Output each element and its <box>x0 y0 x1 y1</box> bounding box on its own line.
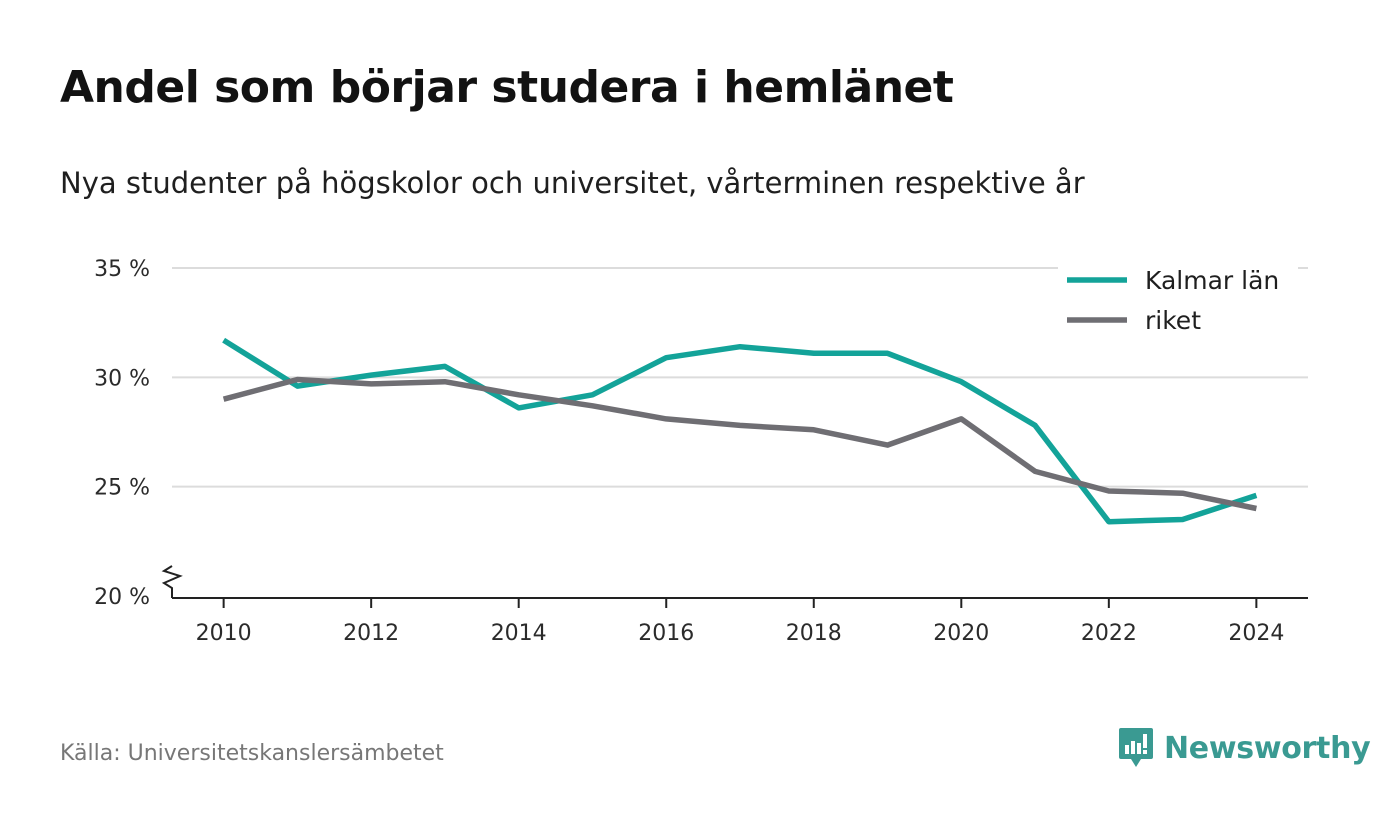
x-tick-label: 2010 <box>196 621 252 646</box>
y-tick-label: 30 % <box>94 366 150 391</box>
brand-name: Newsworthy <box>1164 730 1371 766</box>
x-tick-label: 2016 <box>638 621 694 646</box>
series-line-1 <box>222 376 1257 512</box>
x-tick-label: 2024 <box>1228 621 1284 646</box>
brand-logo[interactable]: Newsworthy <box>1118 726 1371 770</box>
chart-title: Andel som börjar studera i hemlänet <box>60 62 954 113</box>
x-axis: 2010 2012 2014 2016 2018 2020 2022 2024 <box>161 565 1308 646</box>
legend-background <box>1058 258 1298 348</box>
y-tick-label: 25 % <box>94 476 150 501</box>
x-tick-label: 2018 <box>786 621 842 646</box>
axis-break-icon <box>161 565 183 598</box>
y-tick-label: 35 % <box>94 257 150 282</box>
x-tick-label: 2012 <box>343 621 399 646</box>
y-axis-labels: 20 % 25 % 30 % 35 % <box>94 257 150 610</box>
x-tick-label: 2020 <box>933 621 989 646</box>
source-note: Källa: Universitetskanslersämbetet <box>60 741 444 766</box>
x-tick-label: 2022 <box>1081 621 1137 646</box>
chart-subtitle: Nya studenter på högskolor och universit… <box>60 166 1085 200</box>
legend: Kalmar län riket <box>1058 258 1298 348</box>
legend-label-1: riket <box>1145 306 1201 335</box>
series-line-0 <box>222 337 1258 525</box>
newsworthy-logo-icon <box>1119 728 1153 767</box>
legend-label-0: Kalmar län <box>1145 266 1279 295</box>
series-lines <box>222 337 1258 525</box>
x-tick-label: 2014 <box>491 621 547 646</box>
y-tick-label: 20 % <box>94 585 150 610</box>
